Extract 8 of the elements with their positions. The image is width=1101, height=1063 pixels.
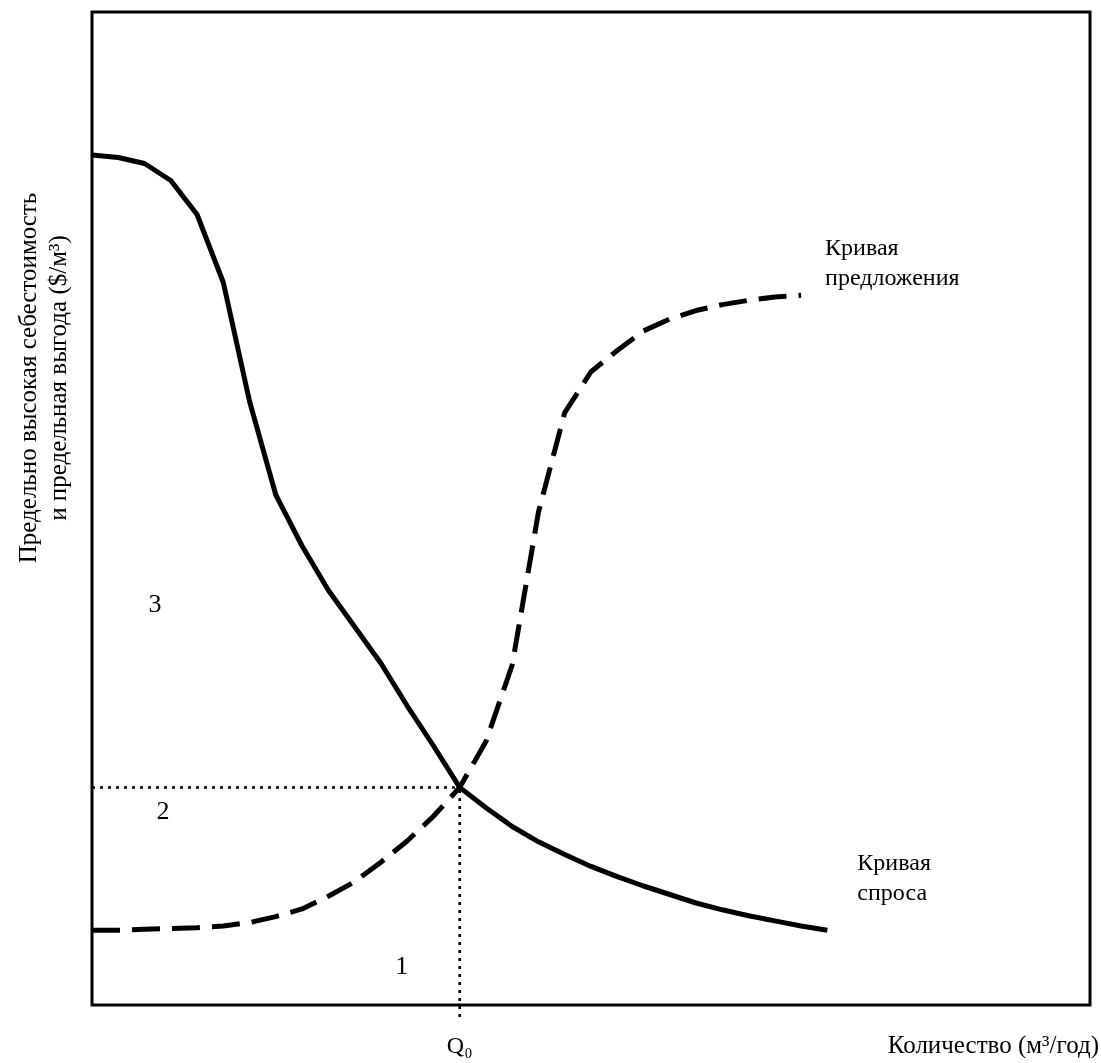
- series-label: Кривая спроса: [857, 849, 931, 906]
- annotation: 2: [156, 795, 170, 825]
- annotation: 1: [395, 950, 409, 980]
- annotation: 3: [148, 588, 162, 618]
- series-label: Кривая предложения: [825, 234, 960, 291]
- text: Q₀: [446, 1032, 473, 1058]
- x-axis-title: Количество (м³/год): [887, 1031, 1099, 1059]
- y-axis-title: Предельно высокая себестоимость и предельная выгода ($/м³): [14, 192, 72, 564]
